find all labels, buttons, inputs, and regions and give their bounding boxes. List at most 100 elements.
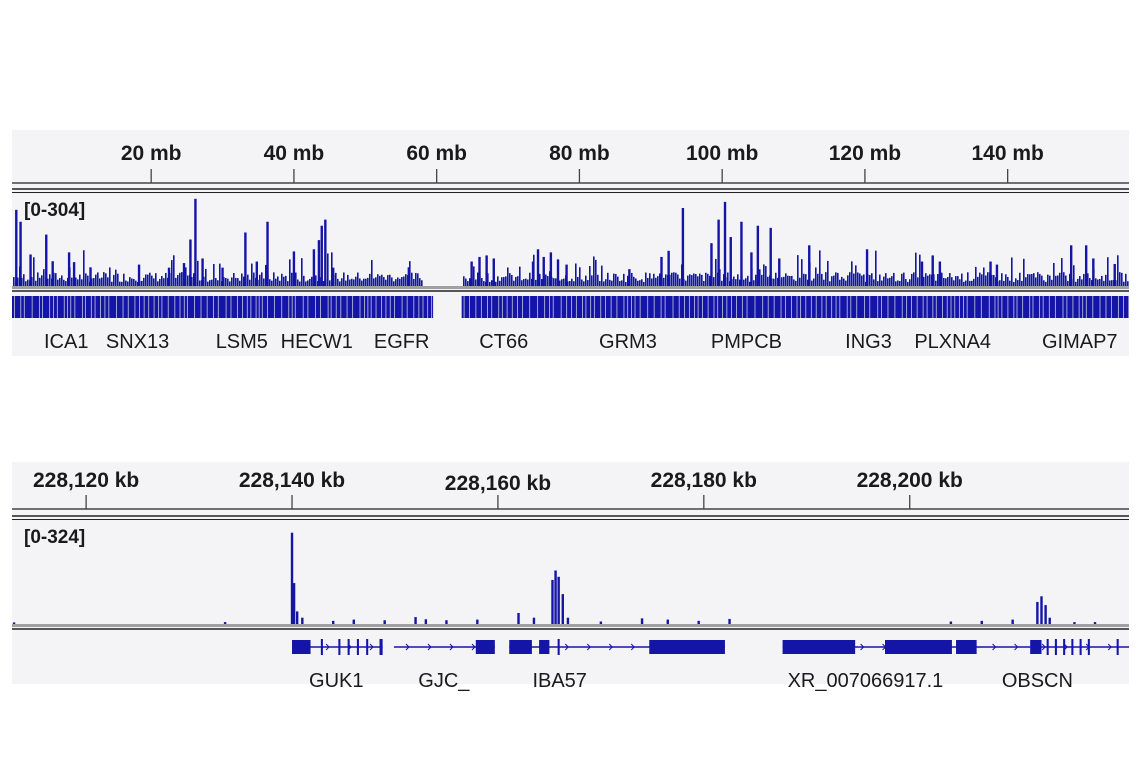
gene-gap bbox=[104, 296, 106, 318]
coverage-bar bbox=[101, 277, 103, 286]
strand-arrow bbox=[586, 643, 591, 651]
gene-gap bbox=[631, 296, 632, 318]
gene-gap bbox=[431, 296, 433, 318]
coverage-bar bbox=[735, 279, 737, 286]
coverage-bar bbox=[1083, 273, 1085, 286]
coverage-bar bbox=[663, 277, 665, 286]
signal-peak bbox=[67, 252, 71, 286]
gene-gap bbox=[639, 296, 641, 318]
data-range-label: [0-304] bbox=[24, 200, 85, 221]
coverage-bar bbox=[599, 281, 601, 286]
coverage-bar bbox=[665, 274, 667, 286]
gene-gap bbox=[684, 296, 686, 318]
gene-gap bbox=[552, 296, 554, 318]
coverage-bar bbox=[949, 273, 951, 286]
gene-gap bbox=[74, 296, 76, 318]
coverage-bar bbox=[675, 272, 677, 286]
coverage-bar bbox=[419, 278, 421, 286]
coverage-bar bbox=[303, 275, 305, 286]
coverage-bar bbox=[1041, 275, 1043, 286]
coverage-bar bbox=[251, 263, 253, 286]
gene-gap bbox=[1110, 296, 1112, 318]
coverage-bar bbox=[875, 250, 877, 286]
coverage-bar bbox=[99, 278, 101, 286]
gene-gap bbox=[958, 296, 960, 318]
coverage-bar bbox=[929, 274, 931, 286]
signal-peak bbox=[949, 621, 953, 624]
signal-peak bbox=[255, 261, 259, 286]
gene-label: CT66 bbox=[479, 331, 528, 353]
coverage-bar bbox=[1003, 280, 1005, 286]
ruler-tick-label: 20 mb bbox=[121, 142, 182, 165]
gene-gap bbox=[785, 296, 786, 318]
coverage-bar bbox=[233, 272, 235, 286]
coverage-bar bbox=[579, 267, 581, 286]
gene-exon bbox=[292, 640, 311, 654]
coverage-bar bbox=[491, 280, 493, 286]
gene-gap bbox=[364, 296, 366, 318]
strand-arrow bbox=[471, 643, 476, 651]
coverage-bar bbox=[505, 276, 507, 286]
signal-peak bbox=[681, 207, 685, 286]
coverage-bar bbox=[413, 278, 415, 286]
coverage-bar bbox=[23, 274, 25, 286]
gene-gap bbox=[894, 296, 896, 318]
gene-gap bbox=[746, 296, 748, 318]
coverage-bar bbox=[71, 277, 73, 286]
signal-peak bbox=[324, 219, 327, 286]
coverage-bar bbox=[733, 276, 735, 286]
coverage-bar bbox=[791, 275, 793, 286]
coverage-bar bbox=[181, 272, 183, 286]
signal-peak bbox=[72, 262, 76, 286]
coverage-bar bbox=[265, 264, 267, 286]
gene-gap bbox=[762, 296, 764, 318]
coverage-bar bbox=[821, 273, 823, 286]
gene-gap bbox=[480, 296, 482, 318]
coverage-bar bbox=[35, 280, 37, 286]
gene-gap bbox=[367, 296, 369, 318]
coverage-bar bbox=[417, 273, 419, 286]
coverage-bar bbox=[105, 273, 107, 286]
gene-exon bbox=[1063, 639, 1066, 655]
coverage-bar bbox=[515, 276, 517, 286]
signal-peak bbox=[989, 261, 992, 286]
coverage-bar bbox=[767, 276, 769, 286]
coverage-bar bbox=[915, 252, 917, 286]
coverage-bar bbox=[889, 277, 891, 286]
signal-peak bbox=[19, 221, 22, 286]
coverage-bar bbox=[269, 279, 271, 286]
coverage-bar bbox=[623, 273, 625, 286]
coverage-bar bbox=[903, 272, 905, 286]
coverage-bar bbox=[1121, 272, 1123, 286]
coverage-bar bbox=[247, 274, 249, 286]
coverage-bar bbox=[673, 272, 675, 286]
coverage-bar bbox=[817, 273, 819, 286]
coverage-bar bbox=[935, 280, 937, 286]
gene-gap bbox=[307, 296, 309, 318]
signal-peak bbox=[15, 209, 18, 286]
coverage-bar bbox=[397, 277, 399, 286]
coverage-bar bbox=[1079, 276, 1081, 286]
gene-gap bbox=[255, 296, 257, 318]
coverage-bar bbox=[637, 280, 639, 286]
coverage-bar bbox=[39, 277, 41, 286]
coverage-bar bbox=[1111, 280, 1113, 286]
gene-gap bbox=[41, 296, 43, 318]
gene-gap bbox=[413, 296, 415, 318]
gene-gap bbox=[593, 296, 595, 318]
signal-peak bbox=[769, 227, 772, 286]
signal-peak bbox=[189, 239, 192, 286]
gene-gap bbox=[839, 296, 841, 318]
coverage-bar bbox=[601, 265, 603, 286]
coverage-bar bbox=[1073, 265, 1075, 286]
coverage-bar bbox=[697, 276, 699, 286]
coverage-bar bbox=[1059, 272, 1061, 286]
gene-gap bbox=[994, 296, 996, 318]
coverage-bar bbox=[83, 250, 85, 286]
gene-label: OBSCN bbox=[1002, 670, 1073, 692]
gene-gap bbox=[122, 296, 124, 318]
coverage-bar bbox=[501, 277, 503, 286]
coverage-bar bbox=[761, 274, 763, 286]
coverage-bar bbox=[167, 277, 169, 286]
coverage-bar bbox=[797, 255, 799, 286]
